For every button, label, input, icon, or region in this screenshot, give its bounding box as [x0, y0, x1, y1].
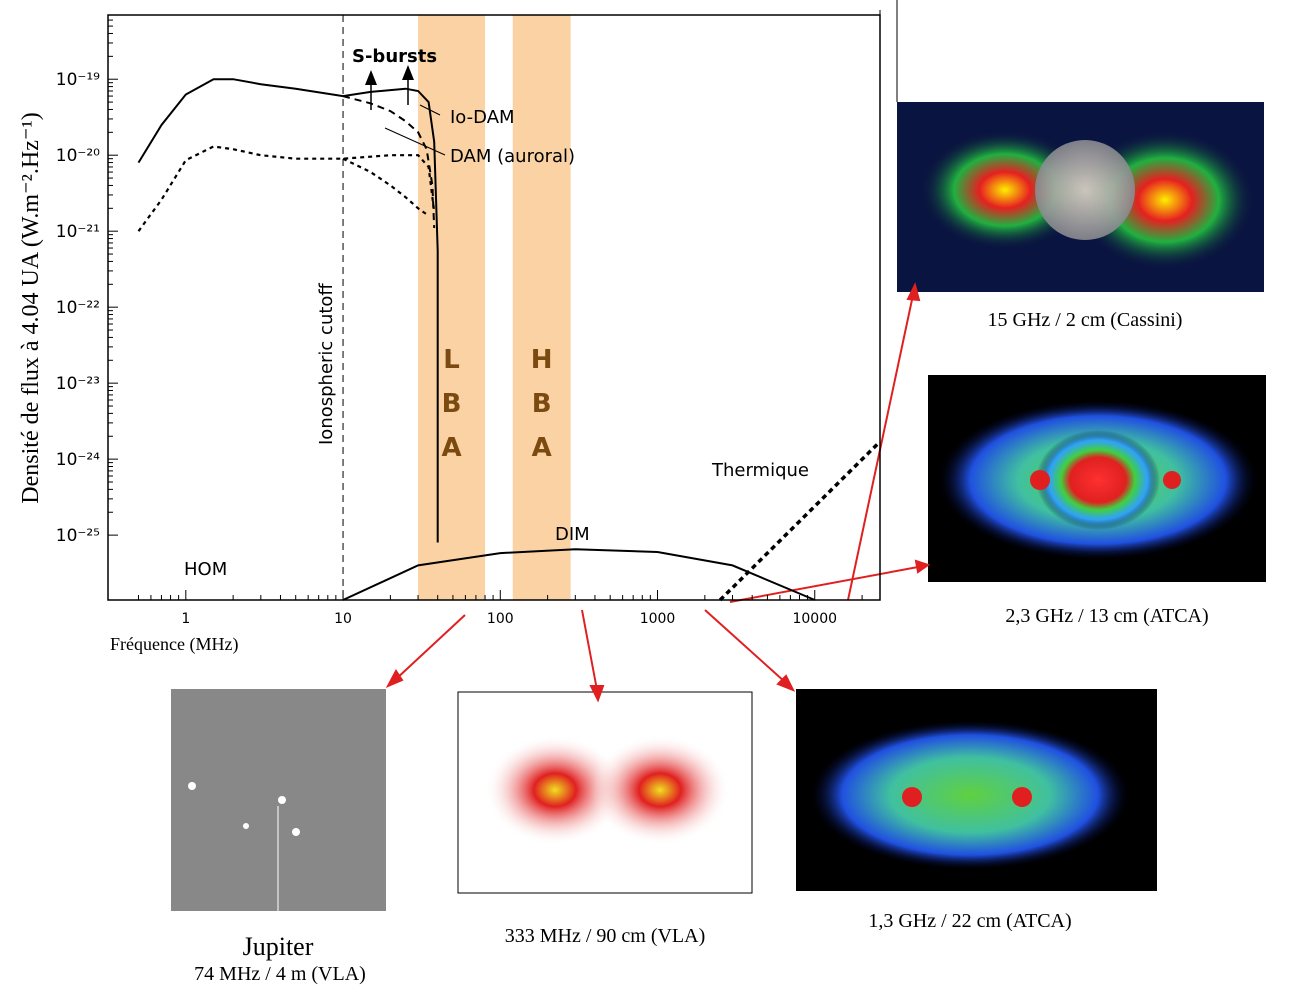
series-line — [342, 548, 816, 601]
x-tick-label: 1 — [181, 611, 190, 627]
y-tick-label: 10⁻²⁵ — [56, 526, 100, 546]
annotation: HOM — [184, 559, 227, 580]
y-tick-label: 10⁻²⁰ — [56, 146, 100, 166]
annotation: S-bursts — [352, 46, 437, 67]
series-line — [342, 95, 436, 229]
y-tick-label: 10⁻²³ — [56, 374, 100, 394]
image-caption: 15 GHz / 2 cm (Cassini) — [988, 309, 1183, 331]
image-atca-22 — [796, 689, 1157, 891]
annotation: Io-DAM — [450, 107, 515, 128]
band-label: HBA — [527, 345, 557, 477]
image-caption: 1,3 GHz / 22 cm (ATCA) — [868, 910, 1071, 932]
y-axis-label: Densité de flux à 4.04 UA (W.m⁻².Hz⁻¹) — [18, 112, 44, 503]
band — [512, 15, 571, 600]
image-vla-333 — [457, 691, 753, 894]
image-label: Jupiter — [243, 932, 314, 961]
image-caption: 74 MHz / 4 m (VLA) — [194, 963, 366, 985]
bands: LBA HBA — [418, 15, 571, 600]
series-line — [718, 440, 882, 602]
plot-frame — [107, 14, 881, 601]
cutoff-label: Ionospheric cutoff — [316, 283, 337, 445]
band-label: LBA — [437, 345, 467, 477]
leader — [419, 104, 441, 116]
burst-head — [402, 65, 414, 80]
x-tick-label: 100 — [487, 611, 514, 627]
burst-head — [365, 70, 377, 85]
leader — [384, 127, 446, 156]
y-tick-label: 10⁻²² — [56, 298, 100, 318]
series-line — [342, 157, 430, 217]
y-tick-label: 10⁻²⁴ — [56, 450, 100, 470]
annotation: Thermique — [711, 460, 809, 481]
annotation: DAM (auroral) — [450, 146, 575, 167]
series-line — [137, 78, 439, 543]
image-cassini — [897, 102, 1264, 292]
x-tick-label: 10 — [334, 611, 352, 627]
annotation: DIM — [555, 524, 590, 545]
arrows — [385, 282, 931, 703]
image-vla-74 — [171, 689, 386, 930]
x-tick-label: 10000 — [792, 611, 837, 627]
series-line — [137, 145, 436, 232]
image-caption: 2,3 GHz / 13 cm (ATCA) — [1005, 605, 1208, 627]
image-atca-13 — [928, 375, 1266, 582]
x-tick-label: 1000 — [640, 611, 676, 627]
y-tick-label: 10⁻²¹ — [56, 222, 100, 242]
y-tick-label: 10⁻¹⁹ — [56, 70, 100, 90]
x-axis-label: Fréquence (MHz) — [110, 634, 238, 655]
image-caption: 333 MHz / 90 cm (VLA) — [505, 925, 706, 947]
